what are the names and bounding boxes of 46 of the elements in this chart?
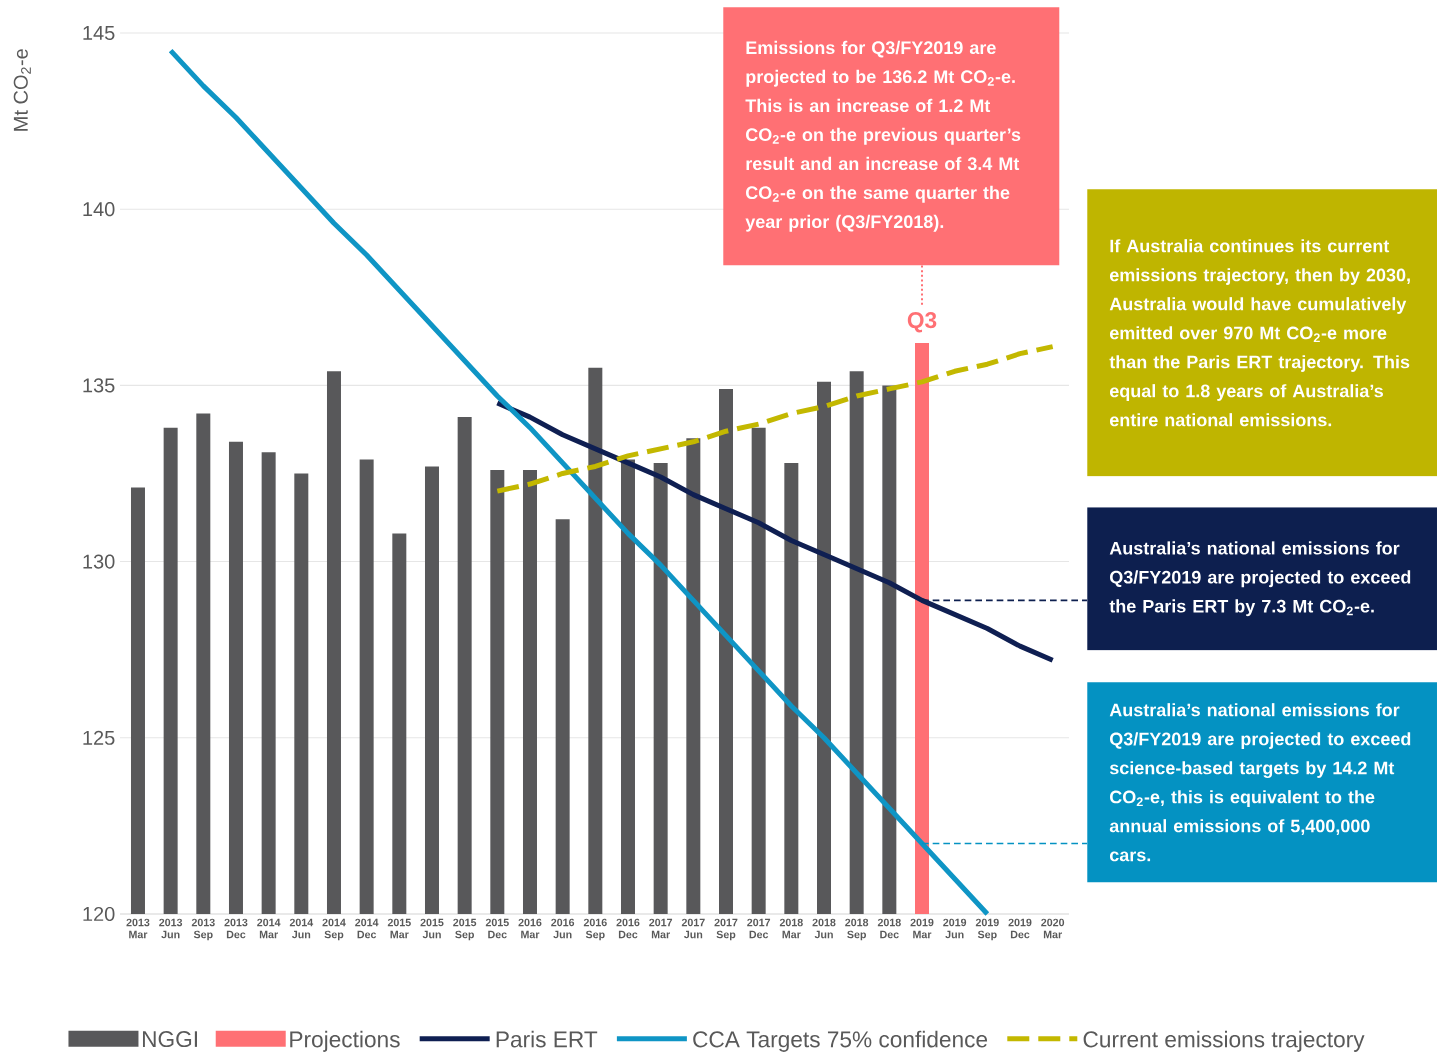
x-tick-label: 2019 Sep [975,918,999,941]
x-tick-label: 2016 Sep [583,918,607,941]
x-tick-label: 2019 Mar [910,918,934,939]
x-tick-label: 2016 Jun [551,918,575,939]
x-tick-label: 2015 Jun [420,918,444,939]
annotation: Australia’s national emissions for Q3/FY2019 are projected to exceed science-based targets by 14.2 Mt CO$_{2}$-e, this is equivalent to the annual emissions of 5,400,000 cars. [1109,703,1411,862]
x-tick-label: 2016 Mar [518,918,542,939]
x-tick-label: 2017 Jun [681,918,705,939]
annotation: Australia’s national emissions for Q3/FY2019 are projected to exceed the Paris ERT by 7.3 Mt CO$_{2}$-e. [1109,541,1411,617]
x-tick-label: 2015 Mar [387,918,411,939]
x-tick-label: 2019 Dec [1008,918,1032,939]
x-tick-label: 2014 Dec [355,918,379,939]
legend-label: CCA Targets 75% confidence [693,1030,988,1052]
legend-label: NGGI [143,1031,197,1048]
x-tick-label: 2018 Jun [812,918,836,939]
y-tick-label: 145 [83,26,115,40]
x-tick-label: 2019 Jun [943,918,967,939]
x-tick-label: 2013 Sep [191,918,215,941]
x-tick-label: 2017 Sep [714,918,738,941]
x-tick-label: 2014 Sep [322,918,346,941]
x-tick-label: 2018 Dec [877,918,901,939]
y-tick-label: 135 [83,378,115,393]
y-tick-label: 140 [83,202,115,217]
x-tick-label: 2016 Dec [616,918,640,939]
x-tick-label: 2015 Sep [453,918,477,941]
legend-label: Projections [290,1030,400,1052]
x-tick-label: 2018 Sep [845,918,869,941]
y-axis-title: Mt CO$_{2}$-e [13,49,31,131]
x-tick-label: 2013 Mar [126,918,150,939]
annotation: Q3 [907,312,937,333]
x-tick-label: 2018 Mar [779,918,803,939]
x-tick-label: 2020 Mar [1041,918,1065,939]
legend-label: Paris ERT [496,1030,598,1048]
legend-label: Current emissions trajectory [1083,1030,1365,1052]
x-tick-label: 2017 Dec [747,918,771,939]
x-tick-label: 2014 Mar [257,918,281,939]
x-tick-label: 2017 Mar [649,918,673,939]
x-tick-label: 2013 Dec [224,918,248,939]
y-tick-label: 120 [83,906,115,922]
y-tick-label: 125 [83,730,115,745]
text: Emissions for Q3/FY2019 are projected to be 136.2 Mt CO$_{2}$-e. This is an increase of 1.2 Mt CO$_{2}$-e on the previous quarter’s result and an increase of 3.4 Mt CO$_{2}$-e on the same quarter the year prior (Q3/FY2018). [745,40,1021,232]
x-tick-label: 2015 Dec [485,918,509,939]
x-tick-label: 2014 Jun [289,918,314,939]
x-tick-label: 2013 Jun [159,918,183,939]
text: If Australia continues its current emissions trajectory, then by 2030, Australia would have cumulatively emitted over 970 Mt CO$_{2}$-e more than the Paris ERT trajectory. This equal to 1.8 years of Australia’s entire national emissions. [1109,239,1410,427]
y-tick-label: 130 [83,554,115,569]
